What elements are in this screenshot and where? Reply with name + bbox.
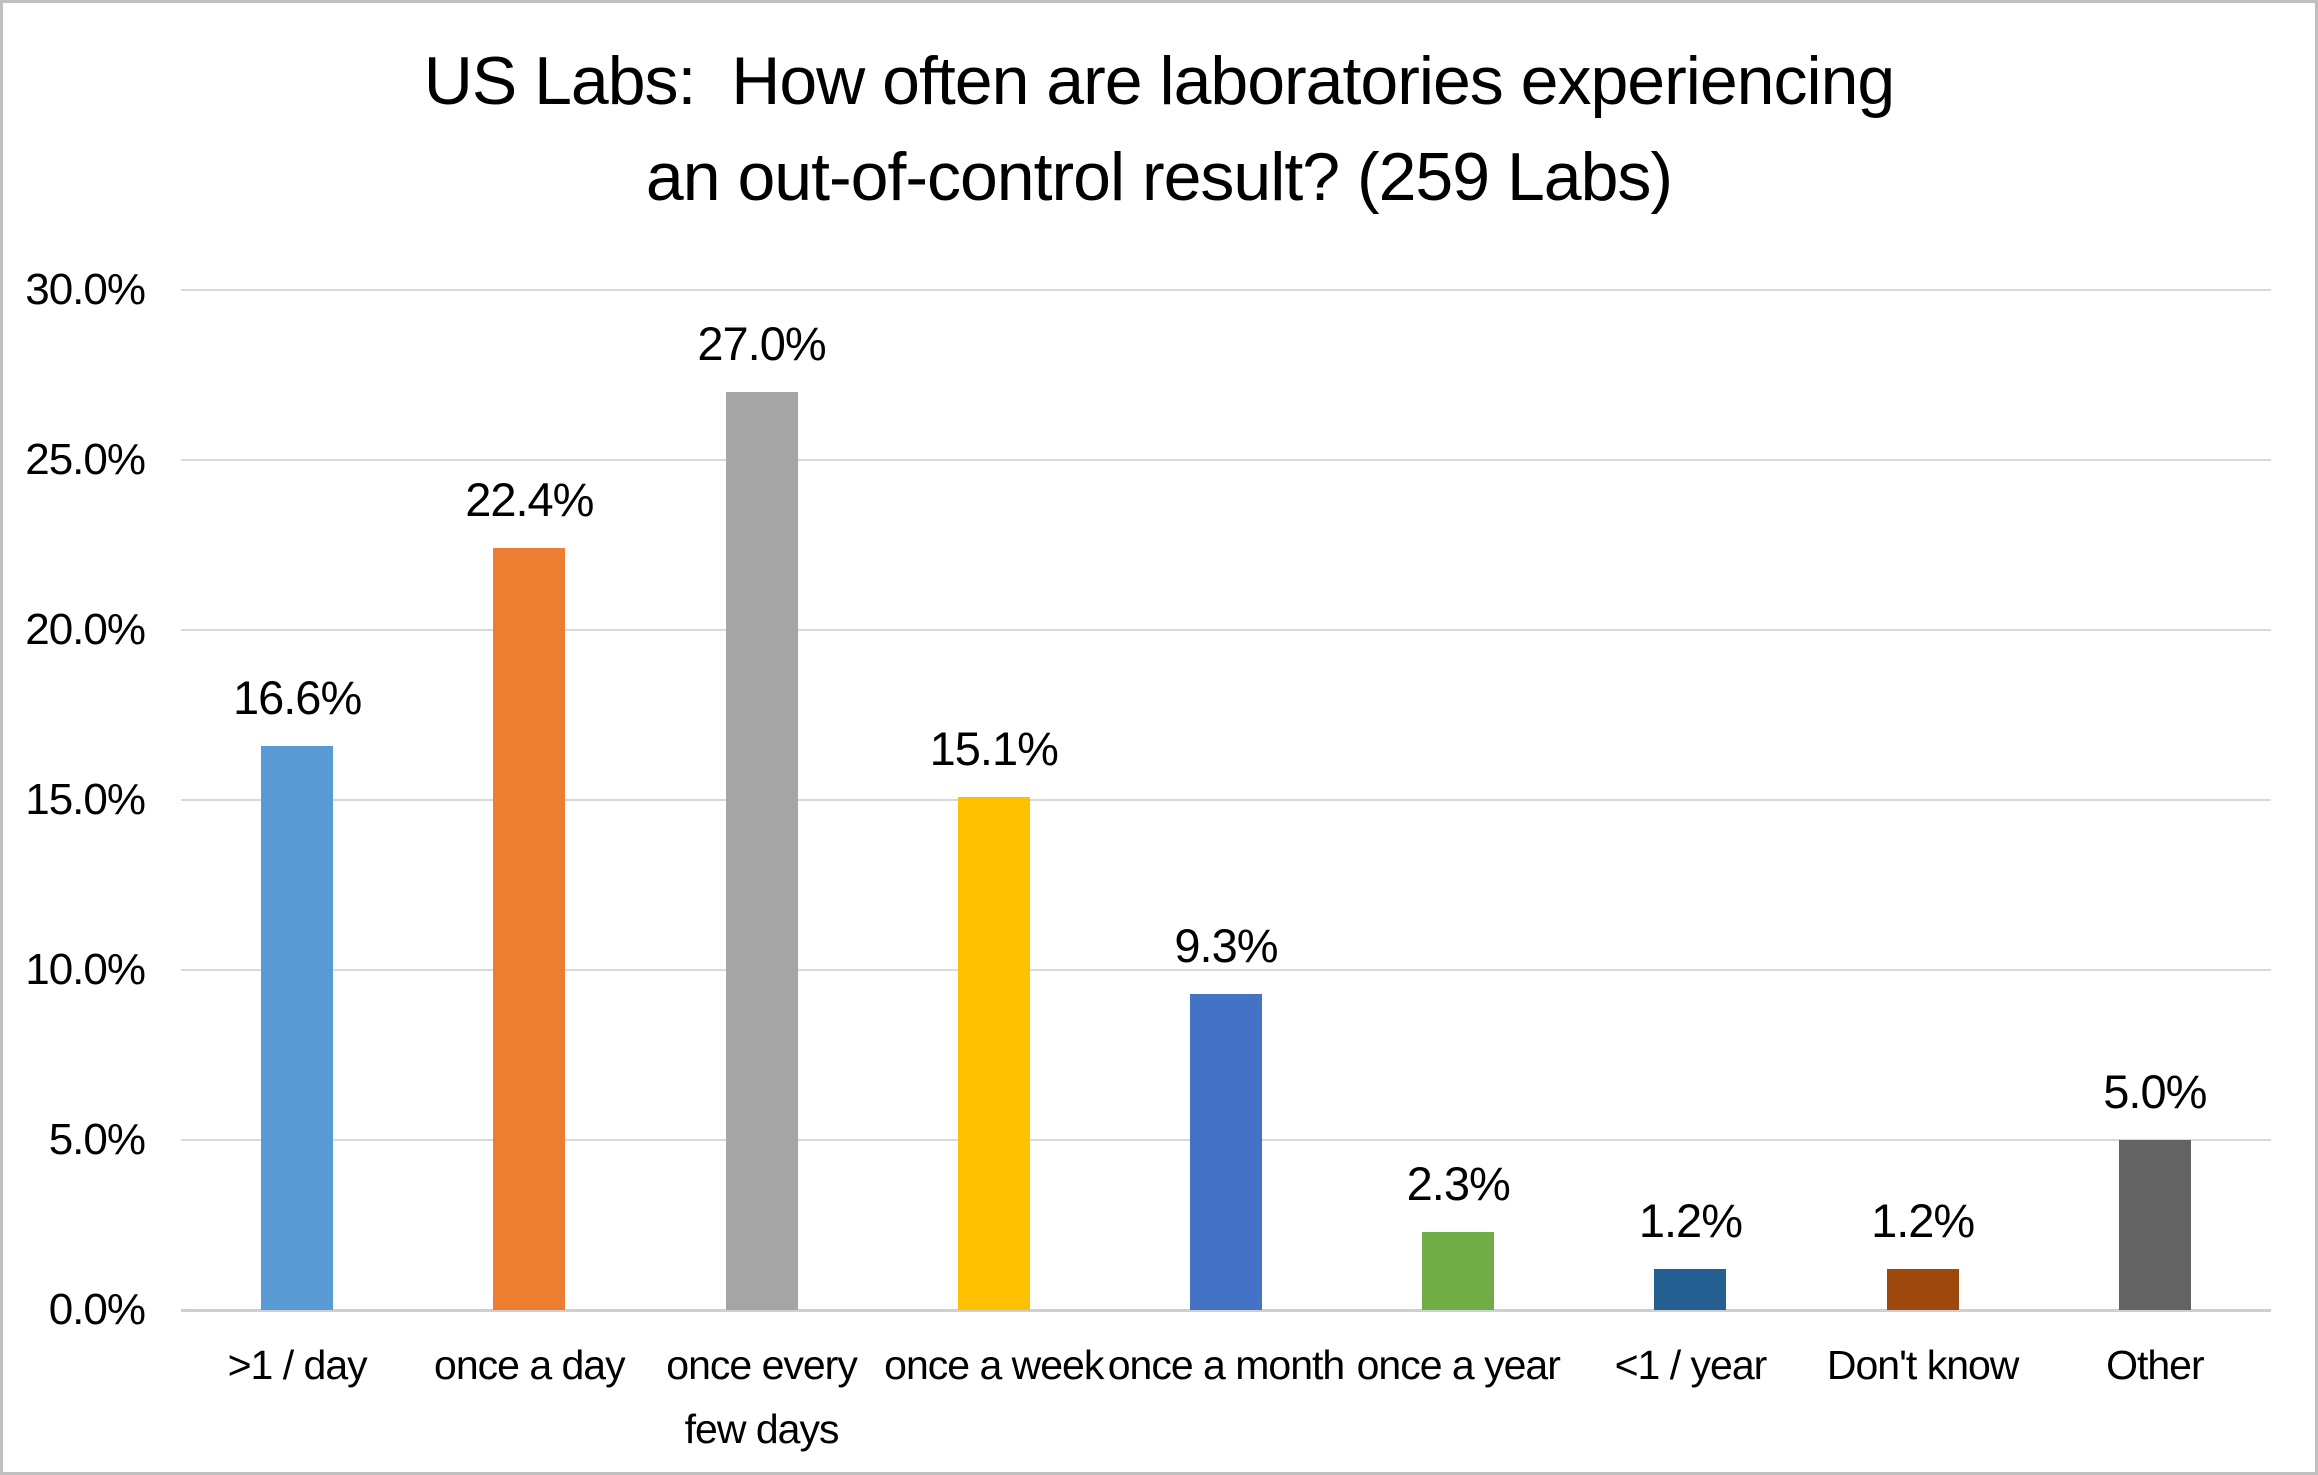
gridline [181, 629, 2271, 631]
y-tick-label: 0.0% [48, 1285, 146, 1334]
gridline [181, 799, 2271, 801]
category-label-don-t-know: Don't know [1826, 1342, 2020, 1388]
bar-other [2118, 1140, 2191, 1310]
category-label-once-a-year: once a year [1356, 1342, 1561, 1388]
bar-value-label-once-a-month: 9.3% [1174, 918, 1278, 972]
bar-lt1-year [1654, 1269, 1727, 1310]
category-label-other: Other [2106, 1342, 2205, 1388]
category-label-lt1-year: <1 / year [1614, 1342, 1768, 1388]
bar-once-every-few-days [725, 392, 798, 1310]
gridline [181, 969, 2271, 971]
y-tick-label: 25.0% [25, 435, 146, 484]
bar-once-a-month [1190, 993, 1262, 1310]
chart-title: US Labs: How often are laboratories expe… [3, 33, 2315, 225]
category-label-once-a-month: once a month [1107, 1342, 1345, 1388]
bar-once-a-year [1422, 1231, 1495, 1310]
gridline [181, 459, 2271, 461]
category-label-once-every-few-days: once every few days [666, 1342, 858, 1452]
chart-title-line-2: an out-of-control result? (259 Labs) [645, 139, 1673, 215]
bar-value-label-once-a-day: 22.4% [465, 473, 594, 527]
bar-value-label-gt1-day: 16.6% [232, 670, 362, 724]
category-label-once-a-week: once a week [884, 1342, 1104, 1388]
bar-once-a-day [493, 548, 566, 1310]
bar-value-label-once-a-year: 2.3% [1406, 1156, 1511, 1210]
bar-value-label-lt1-year: 1.2% [1638, 1194, 1743, 1248]
bar-don-t-know [1886, 1269, 1959, 1310]
y-tick-label: 5.0% [48, 1115, 146, 1164]
bar-value-label-once-every-few-days: 27.0% [697, 317, 826, 370]
category-label-once-a-day: once a day [434, 1342, 626, 1388]
x-axis-line [181, 1309, 2271, 1312]
chart-title-line-1: US Labs: How often are laboratories expe… [423, 43, 1896, 119]
bar-value-label-don-t-know: 1.2% [1871, 1194, 1975, 1248]
y-tick-label: 20.0% [25, 605, 146, 654]
category-label-gt1-day: >1 / day [227, 1342, 368, 1388]
y-tick-label: 10.0% [25, 945, 146, 994]
gridline [181, 289, 2271, 291]
y-tick-label: 30.0% [25, 265, 146, 314]
bar-gt1-day [261, 745, 334, 1310]
bar-once-a-week [957, 796, 1030, 1310]
bar-value-label-once-a-week: 15.1% [929, 721, 1059, 775]
bar-value-label-other: 5.0% [2103, 1065, 2207, 1118]
y-tick-label: 15.0% [25, 775, 146, 824]
